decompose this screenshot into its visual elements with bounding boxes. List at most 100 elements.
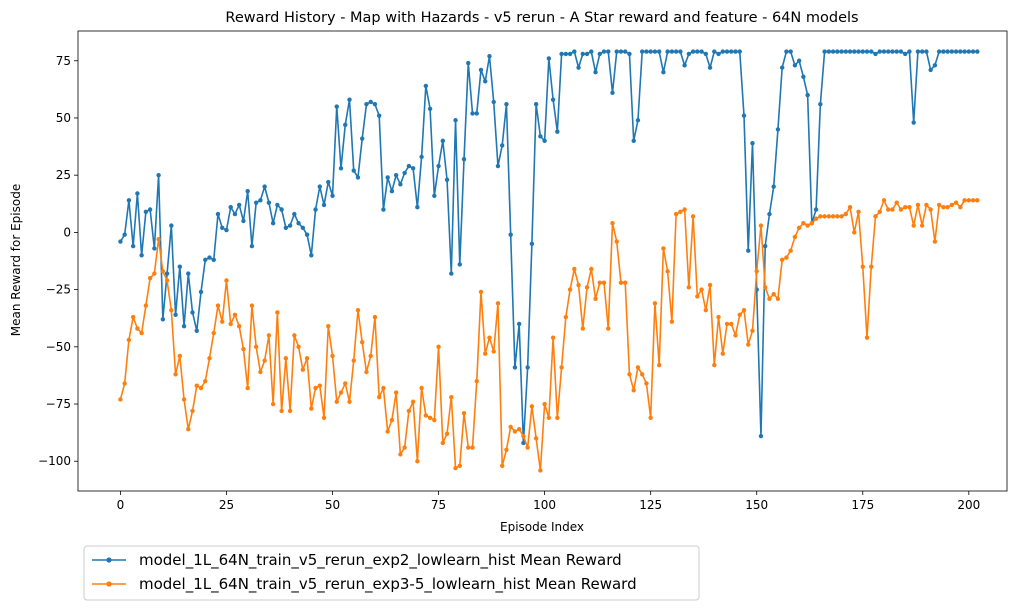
series-1-point xyxy=(941,49,946,54)
series-1-point xyxy=(487,53,492,59)
series-1-point xyxy=(139,253,144,258)
series-1-point xyxy=(402,170,407,176)
series-1-point xyxy=(194,328,199,333)
series-1-point xyxy=(975,49,980,54)
series-2-point xyxy=(610,221,615,226)
series-2-point xyxy=(152,271,157,276)
series-2-point xyxy=(143,303,149,308)
series-1-point xyxy=(181,324,187,329)
series-2-point xyxy=(436,344,441,350)
series-2-point xyxy=(567,287,573,292)
series-1-point xyxy=(792,63,798,68)
series-1-point xyxy=(576,65,581,70)
series-1-point xyxy=(313,207,318,212)
series-2-point xyxy=(724,321,730,327)
series-1-point xyxy=(864,49,870,54)
series-1-point xyxy=(516,321,522,327)
series-2-point xyxy=(919,223,925,228)
series-1-point xyxy=(393,172,399,178)
series-2-point xyxy=(589,266,594,272)
series-2-point xyxy=(661,246,666,251)
series-2-point xyxy=(258,369,263,375)
series-1-point xyxy=(652,49,658,54)
series-2-point xyxy=(317,383,322,388)
series-2-point xyxy=(830,214,836,219)
series-1-point xyxy=(330,193,335,198)
series-2-point xyxy=(516,427,522,432)
series-2-point xyxy=(873,214,878,219)
x-tick-label: 50 xyxy=(325,498,340,512)
series-1-point xyxy=(207,255,212,260)
series-2-point xyxy=(763,285,768,290)
series-2-point xyxy=(678,209,683,214)
series-1-point xyxy=(618,49,624,54)
series-2-point xyxy=(139,330,144,336)
legend-entry-label: model_1L_64N_train_v5_rerun_exp3-5_lowle… xyxy=(139,575,637,594)
series-1-point xyxy=(729,49,734,54)
series-2-point xyxy=(690,214,696,219)
series-2-point xyxy=(894,200,899,205)
series-1-point xyxy=(648,49,653,54)
series-1-point xyxy=(283,225,289,231)
series-1-point xyxy=(936,49,942,54)
series-2-point xyxy=(779,257,785,263)
series-1-point xyxy=(474,111,479,116)
series-1-point xyxy=(826,49,832,54)
series-2-point xyxy=(597,280,602,285)
series-1-point xyxy=(639,49,645,54)
series-1-point xyxy=(449,271,454,276)
series-2-point xyxy=(796,225,802,231)
series-2-point xyxy=(181,397,187,402)
series-1-point xyxy=(716,51,721,57)
series-2-point xyxy=(415,459,420,464)
series-1-point xyxy=(317,184,322,189)
series-2-point xyxy=(474,378,479,384)
series-2-point xyxy=(639,372,645,377)
series-1-point xyxy=(241,218,246,224)
series-2-point xyxy=(355,308,361,313)
series-2-point xyxy=(453,465,458,471)
series-2-point xyxy=(856,209,861,214)
series-2-point xyxy=(881,198,887,203)
series-1-point xyxy=(572,49,577,54)
series-2-point xyxy=(928,207,933,212)
y-tick-label: 75 xyxy=(56,54,71,68)
series-1-point xyxy=(818,102,823,107)
chart-title: Reward History - Map with Hazards - v5 r… xyxy=(225,10,858,26)
series-2-point xyxy=(457,463,462,469)
x-axis-title: Episode Index xyxy=(500,520,584,534)
series-1-point xyxy=(436,163,441,169)
series-2-point xyxy=(338,390,344,395)
series-2-point xyxy=(410,399,416,404)
series-1-point xyxy=(398,182,403,187)
series-2-point xyxy=(907,205,912,210)
series-1-point xyxy=(924,49,929,54)
series-2-line xyxy=(119,199,978,472)
series-2-point xyxy=(427,415,433,420)
series-2-point xyxy=(521,433,526,439)
series-1-point xyxy=(847,49,853,54)
series-1-point xyxy=(355,175,361,180)
series-2-point xyxy=(716,314,721,320)
y-tick-label: 25 xyxy=(56,168,71,182)
series-1-point xyxy=(550,97,556,102)
series-1-point xyxy=(512,365,518,370)
series-2-point xyxy=(491,349,496,354)
series-1-point xyxy=(839,49,844,54)
series-1-point xyxy=(347,97,352,102)
series-1-point xyxy=(245,189,250,194)
series-2-point xyxy=(669,319,675,324)
series-2-point xyxy=(750,328,755,333)
series-1-point xyxy=(958,49,963,54)
series-1-point xyxy=(364,102,369,107)
series-1-point xyxy=(686,51,692,57)
series-2-point xyxy=(758,223,764,228)
series-2-point xyxy=(890,207,895,212)
series-1-point xyxy=(279,207,284,212)
series-1-point xyxy=(614,49,619,54)
series-2-point xyxy=(813,216,819,221)
series-2-point xyxy=(372,314,378,320)
series-2-point xyxy=(572,266,577,272)
series-1-point xyxy=(945,49,950,54)
